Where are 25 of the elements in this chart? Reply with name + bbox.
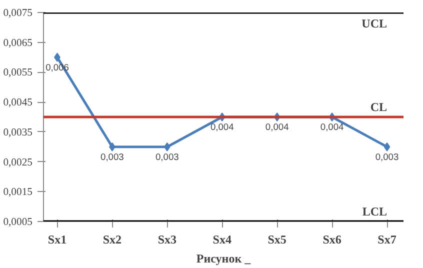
- x-tick-label: Sx7: [378, 232, 396, 246]
- x-tick-label: Sx4: [212, 232, 232, 246]
- ref-line-label: UCL: [362, 16, 388, 30]
- data-label: 0,004: [265, 122, 289, 132]
- y-tick-label: 0,0035: [3, 127, 33, 138]
- x-tick-label: Sx5: [268, 232, 286, 246]
- y-tick-label: 0,0075: [3, 8, 33, 19]
- data-label: 0,004: [210, 122, 234, 132]
- x-axis-title: Рисунок _: [196, 252, 252, 266]
- y-tick-label: 0,0025: [3, 157, 33, 168]
- ref-line-label: LCL: [362, 204, 388, 218]
- ref-line-label: CL: [370, 100, 388, 114]
- y-tick-label: 0,0055: [3, 68, 33, 79]
- data-label: 0,004: [320, 122, 344, 132]
- y-tick-label: 0,0005: [3, 217, 33, 228]
- data-label: 0,003: [375, 152, 399, 162]
- x-tick-label: Sx3: [158, 232, 177, 246]
- x-tick-label: Sx6: [322, 232, 342, 246]
- y-tick-label: 0,0045: [3, 98, 33, 109]
- x-tick-label: Sx2: [102, 232, 122, 246]
- data-label: 0,003: [100, 152, 124, 162]
- y-tick-label: 0,0015: [3, 187, 33, 198]
- x-tick-label: Sx1: [48, 232, 67, 246]
- y-tick-label: 0,0065: [3, 38, 33, 49]
- data-label: 0,003: [155, 152, 179, 162]
